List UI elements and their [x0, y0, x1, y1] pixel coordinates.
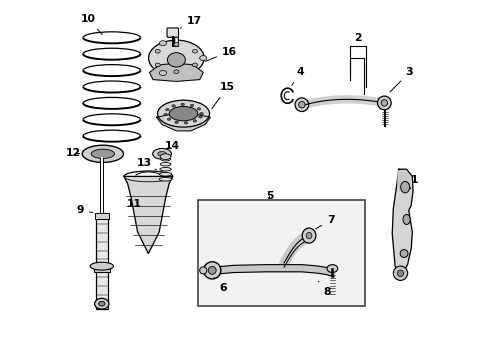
Ellipse shape	[184, 122, 187, 124]
Ellipse shape	[377, 96, 390, 110]
Text: 4: 4	[291, 67, 303, 85]
Ellipse shape	[392, 266, 407, 280]
Text: 3: 3	[389, 67, 412, 92]
Ellipse shape	[160, 157, 170, 161]
Ellipse shape	[159, 172, 171, 176]
Ellipse shape	[197, 108, 200, 110]
Ellipse shape	[155, 49, 160, 53]
Ellipse shape	[160, 167, 171, 171]
Ellipse shape	[155, 63, 160, 67]
Ellipse shape	[298, 102, 305, 108]
Ellipse shape	[167, 53, 185, 67]
Ellipse shape	[192, 49, 197, 53]
Ellipse shape	[174, 121, 178, 123]
Ellipse shape	[396, 270, 403, 276]
Ellipse shape	[159, 71, 166, 76]
Text: 13: 13	[137, 158, 156, 170]
Ellipse shape	[165, 108, 169, 111]
Ellipse shape	[148, 40, 203, 76]
Ellipse shape	[203, 262, 221, 279]
Polygon shape	[217, 265, 333, 277]
Ellipse shape	[400, 181, 409, 193]
Bar	[94, 264, 109, 272]
Ellipse shape	[190, 104, 193, 107]
Ellipse shape	[171, 105, 175, 107]
Ellipse shape	[199, 267, 206, 274]
Polygon shape	[124, 176, 172, 253]
Ellipse shape	[399, 249, 407, 257]
Ellipse shape	[294, 98, 308, 112]
Ellipse shape	[169, 107, 198, 121]
Text: 6: 6	[214, 278, 226, 293]
Ellipse shape	[160, 154, 171, 159]
Ellipse shape	[167, 118, 170, 121]
Text: 5: 5	[265, 191, 273, 201]
Ellipse shape	[159, 41, 166, 46]
Polygon shape	[391, 169, 412, 279]
Ellipse shape	[402, 215, 409, 225]
Ellipse shape	[192, 63, 197, 67]
Ellipse shape	[199, 55, 206, 60]
Ellipse shape	[90, 262, 113, 270]
Ellipse shape	[326, 265, 337, 273]
Ellipse shape	[159, 177, 172, 181]
Ellipse shape	[199, 112, 203, 115]
Ellipse shape	[305, 232, 311, 239]
Ellipse shape	[99, 301, 105, 306]
Ellipse shape	[174, 70, 179, 73]
Ellipse shape	[193, 120, 196, 122]
Ellipse shape	[157, 100, 209, 127]
Text: 16: 16	[205, 46, 237, 61]
Ellipse shape	[380, 100, 387, 106]
Text: 12: 12	[65, 148, 81, 158]
Text: 7: 7	[315, 215, 334, 229]
Text: 2: 2	[353, 33, 361, 43]
FancyBboxPatch shape	[167, 28, 178, 37]
Text: 1: 1	[409, 175, 418, 189]
Bar	[94, 213, 109, 220]
Ellipse shape	[91, 149, 114, 158]
Text: 14: 14	[164, 141, 179, 151]
Text: 9: 9	[76, 206, 92, 216]
Ellipse shape	[302, 228, 315, 243]
Polygon shape	[397, 171, 409, 192]
Polygon shape	[156, 114, 210, 131]
Bar	[96, 218, 107, 309]
Polygon shape	[149, 63, 203, 81]
Ellipse shape	[158, 152, 166, 156]
Ellipse shape	[208, 266, 216, 274]
Ellipse shape	[152, 148, 171, 159]
Text: 11: 11	[126, 199, 141, 210]
Ellipse shape	[181, 103, 184, 105]
Text: 10: 10	[81, 14, 102, 35]
Ellipse shape	[198, 116, 202, 118]
Text: 15: 15	[211, 82, 234, 109]
Text: 8: 8	[318, 281, 330, 297]
Ellipse shape	[94, 298, 109, 309]
Bar	[198, 201, 364, 306]
Ellipse shape	[163, 113, 167, 116]
Text: 17: 17	[180, 17, 202, 28]
Ellipse shape	[174, 42, 179, 46]
Ellipse shape	[160, 162, 171, 166]
Ellipse shape	[82, 145, 123, 162]
